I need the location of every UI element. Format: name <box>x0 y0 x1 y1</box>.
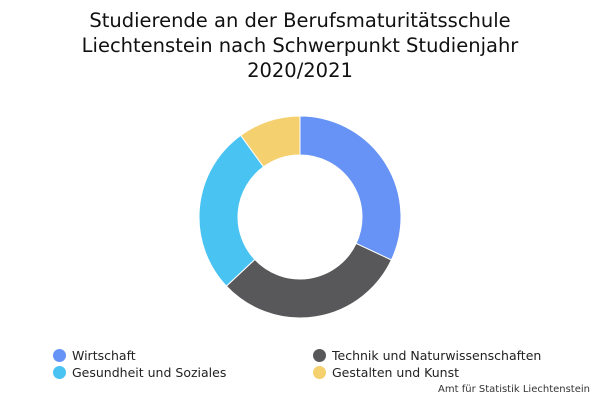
chart-title: Studierende an der Berufsmaturitätsschul… <box>81 9 519 82</box>
legend-item-wirtschaft[interactable]: Wirtschaft <box>53 347 136 363</box>
legend-label: Wirtschaft <box>72 347 136 363</box>
donut-slice-3[interactable] <box>239 115 301 168</box>
legend-item-gesundheit[interactable]: Gesundheit und Soziales <box>53 364 226 380</box>
legend-label: Technik und Naturwissenschaften <box>332 347 542 363</box>
donut-slice-0[interactable] <box>299 115 402 261</box>
source-credit[interactable]: Amt für Statistik Liechtenstein <box>438 384 590 395</box>
legend-item-technik[interactable]: Technik und Naturwissenschaften <box>313 347 541 363</box>
legend-label: Gestalten und Kunst <box>332 364 459 380</box>
legend-swatch <box>53 365 66 379</box>
legend-label: Gesundheit und Soziales <box>72 364 227 380</box>
legend-item-gestalten[interactable]: Gestalten und Kunst <box>313 364 459 380</box>
legend-swatch <box>313 348 326 362</box>
donut-slice-1[interactable] <box>225 242 393 319</box>
legend-swatch <box>53 348 66 362</box>
legend-swatch <box>313 365 326 379</box>
